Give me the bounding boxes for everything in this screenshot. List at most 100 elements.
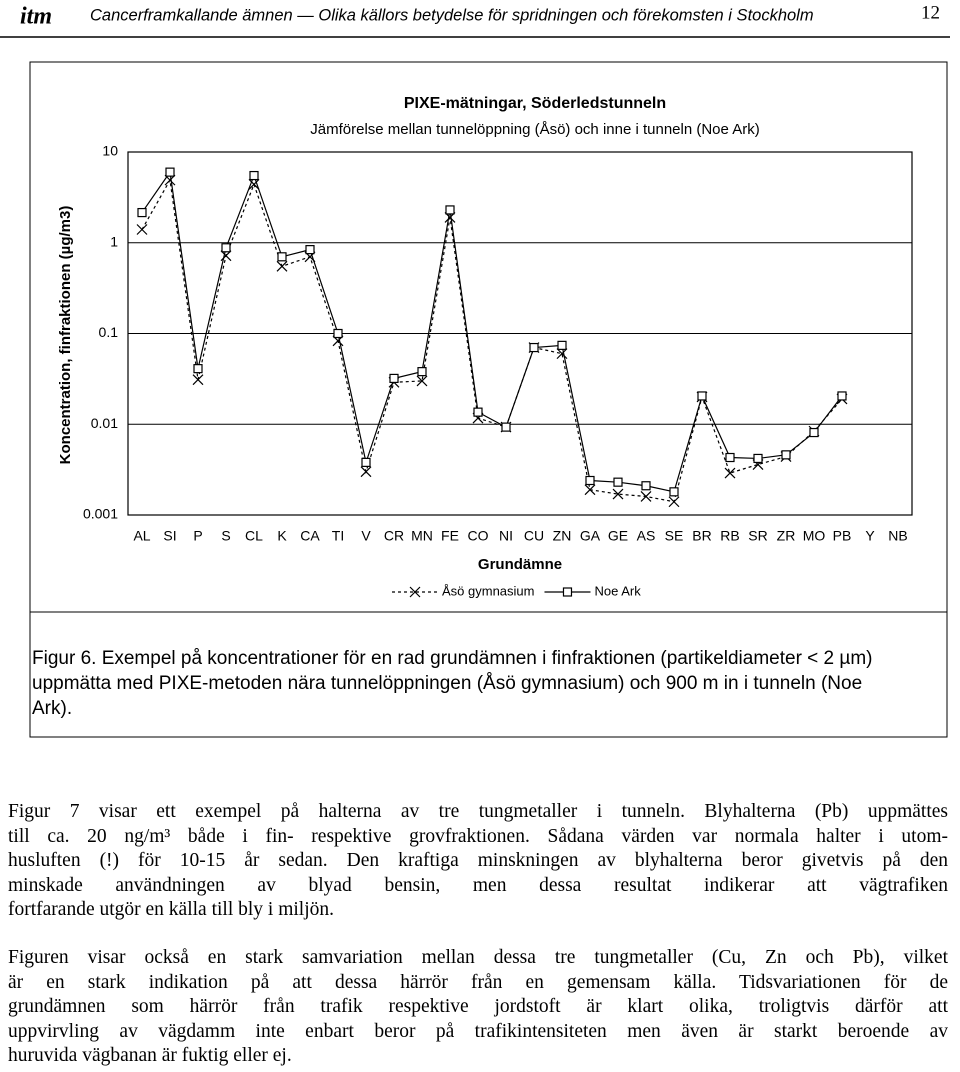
series-line xyxy=(141,178,843,503)
x-tick-label: K xyxy=(277,528,287,544)
x-tick-label: CA xyxy=(300,528,320,544)
marker-square xyxy=(473,407,483,417)
y-tick-label: 10 xyxy=(102,143,118,159)
text-line: uppmätta med PIXE-metoden nära tunnelöpp… xyxy=(32,673,863,694)
x-tick-label: SI xyxy=(163,528,176,544)
x-tick-label: CO xyxy=(468,528,489,544)
logo: itm xyxy=(20,4,52,30)
marker-x xyxy=(248,178,260,190)
x-tick-label: ZN xyxy=(553,528,572,544)
text-line: Figur 6. Exempel på koncentrationer för … xyxy=(32,648,873,669)
marker-x xyxy=(584,484,596,496)
marker-square xyxy=(837,391,847,401)
marker-square xyxy=(781,450,791,460)
text-line: grundämnen som härrör från trafik respek… xyxy=(8,996,948,1018)
marker-square xyxy=(669,487,679,497)
x-tick-label: BR xyxy=(692,528,711,544)
x-tick-label: MO xyxy=(803,528,826,544)
chart: itm Cancerframkallande ämnen — Olika käl… xyxy=(0,2,950,738)
x-tick-label: CR xyxy=(384,528,404,544)
y-tick-label: 0.001 xyxy=(83,506,118,522)
marker-square xyxy=(221,243,231,253)
marker-square xyxy=(529,342,539,353)
chart-subtitle: Jämförelse mellan tunnelöppning (Åsö) oc… xyxy=(310,121,759,138)
marker-square xyxy=(697,391,707,401)
marker-square xyxy=(193,364,203,374)
x-tick-label: S xyxy=(221,528,230,544)
marker-square xyxy=(445,205,455,215)
marker-square xyxy=(417,367,427,377)
marker-x xyxy=(612,488,624,500)
header-title: Cancerframkallande ämnen — Olika källors… xyxy=(90,6,814,24)
marker-square xyxy=(277,252,287,262)
legend-marker xyxy=(409,586,421,598)
y-tick-label: 0.01 xyxy=(91,415,118,431)
x-tick-label: GE xyxy=(608,528,628,544)
marker-x xyxy=(668,496,680,508)
marker-x xyxy=(416,375,428,387)
x-tick-label: RB xyxy=(720,528,739,544)
x-tick-label: AL xyxy=(133,528,150,544)
x-tick-label: V xyxy=(361,528,371,544)
marker-square xyxy=(137,207,147,218)
x-tick-label: CU xyxy=(524,528,544,544)
text-line: fortfarande utgör en källa till bly i mi… xyxy=(8,899,334,921)
x-tick-label: ZR xyxy=(777,528,796,544)
x-tick-label: SR xyxy=(748,528,767,544)
x-tick-label: GA xyxy=(580,528,601,544)
text-line: huruvida vägbanan är fuktig eller ej. xyxy=(8,1045,292,1067)
marker-square xyxy=(305,245,315,255)
marker-square xyxy=(557,340,567,350)
page-number: 12 xyxy=(921,2,940,23)
marker-square xyxy=(165,167,175,177)
figure-caption: Figur 6. Exempel på koncentrationer för … xyxy=(32,646,932,721)
x-tick-label: NI xyxy=(499,528,513,544)
marker-x xyxy=(192,374,204,386)
y-tick-label: 1 xyxy=(110,233,118,249)
x-tick-label: CL xyxy=(245,528,263,544)
marker-square xyxy=(361,457,371,467)
marker-x xyxy=(724,467,736,479)
text-line: Figur 7 visar ett exempel på halterna av… xyxy=(8,801,948,822)
x-tick-label: NB xyxy=(888,528,907,544)
x-tick-label: AS xyxy=(637,528,656,544)
x-tick-label: PB xyxy=(833,528,852,544)
text-line: husluften (!) för 10-15 år sedan. Den kr… xyxy=(8,850,948,872)
marker-square xyxy=(249,170,259,181)
marker-x xyxy=(136,224,148,235)
y-tick-label: 0.1 xyxy=(99,324,119,340)
marker-x xyxy=(360,466,372,478)
x-tick-label: MN xyxy=(411,528,433,544)
text-line: Ark). xyxy=(32,698,73,719)
text-line: Figuren visar också en stark samvariatio… xyxy=(8,947,948,968)
marker-square xyxy=(389,373,399,384)
marker-square xyxy=(333,328,343,339)
x-axis-label: Grundämne xyxy=(478,556,562,573)
marker-square xyxy=(641,481,651,491)
x-tick-label: FE xyxy=(441,528,459,544)
text-line: minskade användningen av blyad bensin, m… xyxy=(8,874,948,896)
legend-marker xyxy=(562,587,573,597)
x-tick-label: SE xyxy=(665,528,684,544)
chart-title: PIXE-mätningar, Söderledstunneln xyxy=(404,95,666,112)
legend-label: Noe Ark xyxy=(594,583,641,598)
marker-square xyxy=(725,452,735,463)
x-tick-label: Y xyxy=(865,528,875,544)
marker-x xyxy=(276,260,288,272)
text-line: uppvirvling av vägdamm inte enbart beror… xyxy=(8,1020,948,1042)
legend-label: Åsö gymnasium xyxy=(442,583,534,598)
paragraph: Figuren visar också en stark samvariatio… xyxy=(8,946,948,1069)
x-tick-label: TI xyxy=(332,528,344,544)
x-tick-label: P xyxy=(193,528,202,544)
text-line: till ca. 20 ng/m³ både i fin- respektive… xyxy=(8,825,948,847)
marker-square xyxy=(501,422,511,432)
paragraph: Figur 7 visar ett exempel på halterna av… xyxy=(8,800,948,923)
marker-square xyxy=(585,475,595,486)
marker-square xyxy=(613,477,623,487)
text-line: är en stark indikation på att dessa härr… xyxy=(8,971,948,993)
marker-square xyxy=(809,427,819,438)
marker-square xyxy=(753,453,763,464)
marker-x xyxy=(640,491,652,502)
y-axis-label: Koncentration, finfraktionen (µg/m3) xyxy=(57,206,74,465)
